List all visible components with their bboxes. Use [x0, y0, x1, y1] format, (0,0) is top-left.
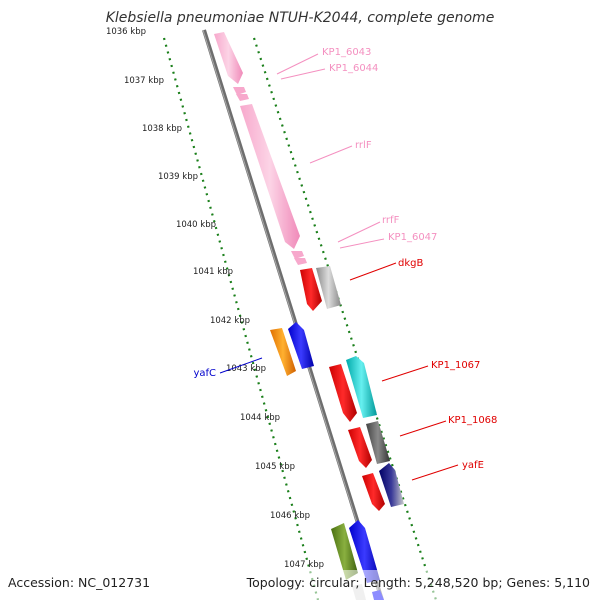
gene-KP1_1068[interactable] — [348, 427, 372, 468]
kbp-label: 1042 kbp — [210, 316, 250, 326]
kbp-label: 1046 kbp — [270, 511, 310, 521]
gene-label-KP1_6043[interactable]: KP1_6043 — [322, 47, 371, 58]
kbp-label: 1037 kbp — [124, 76, 164, 86]
kbp-label: 1044 kbp — [240, 413, 280, 423]
gene-label-yafC[interactable]: yafC — [193, 368, 216, 379]
gene-labels: KP1_6043 KP1_6044 rrlF rrfF KP1_6047 dkg… — [193, 47, 497, 471]
rrna-chevron[interactable] — [291, 251, 304, 259]
footer: Accession: NC_012731 Topology: circular;… — [0, 570, 600, 600]
gene-yafC[interactable] — [270, 328, 296, 376]
gene-yafE[interactable] — [362, 473, 385, 511]
rrna-chevron[interactable] — [294, 258, 307, 265]
kbp-label: 1045 kbp — [255, 462, 295, 472]
kbp-label: 1036 kbp — [106, 27, 146, 37]
rrna-feature-top[interactable] — [214, 32, 243, 84]
genome-backbone — [202, 29, 384, 600]
kbp-label: 1040 kbp — [176, 220, 216, 230]
gene-blue-bottom[interactable] — [349, 520, 380, 583]
kbp-label: 1047 kbp — [284, 560, 324, 570]
kbp-label: 1039 kbp — [158, 172, 198, 182]
gene-KP1_1067[interactable] — [329, 364, 357, 422]
gene-label-rrfF[interactable]: rrfF — [382, 215, 400, 226]
kbp-label: 1041 kbp — [193, 267, 233, 277]
gene-label-rrlF[interactable]: rrlF — [355, 140, 372, 151]
gene-olive[interactable] — [331, 523, 358, 580]
map-title: Klebsiella pneumoniae NTUH-K2044, comple… — [106, 10, 495, 26]
gene-features — [214, 32, 404, 600]
gene-label-KP1_6047[interactable]: KP1_6047 — [388, 232, 437, 243]
summary-text: Topology: circular; Length: 5,248,520 bp… — [246, 575, 590, 590]
gene-blue[interactable] — [288, 322, 314, 369]
gene-dkgB[interactable] — [300, 268, 322, 311]
gene-label-KP1_1067[interactable]: KP1_1067 — [431, 360, 480, 371]
gene-gray[interactable] — [316, 266, 341, 309]
kbp-label: 1038 kbp — [142, 124, 182, 134]
gene-label-KP1_1068[interactable]: KP1_1068 — [448, 415, 497, 426]
kbp-labels: 1036 kbp 1037 kbp 1038 kbp 1039 kbp 1040… — [106, 27, 324, 570]
kbp-label: 1043 kbp — [226, 364, 266, 374]
gene-label-dkgB[interactable]: dkgB — [398, 258, 423, 269]
gene-darkgray[interactable] — [366, 421, 390, 464]
outer-tick-track — [252, 37, 438, 600]
gene-label-yafE[interactable]: yafE — [462, 460, 484, 471]
gene-cyan[interactable] — [346, 356, 377, 418]
rrna-chevron[interactable] — [233, 87, 246, 95]
rrna-feature-rrlF[interactable] — [240, 104, 300, 249]
gene-navy[interactable] — [379, 463, 404, 507]
rrna-chevron[interactable] — [236, 94, 249, 101]
accession-text: Accession: NC_012731 — [8, 575, 150, 590]
label-leaders — [219, 53, 459, 481]
gene-label-KP1_6044[interactable]: KP1_6044 — [329, 63, 378, 74]
